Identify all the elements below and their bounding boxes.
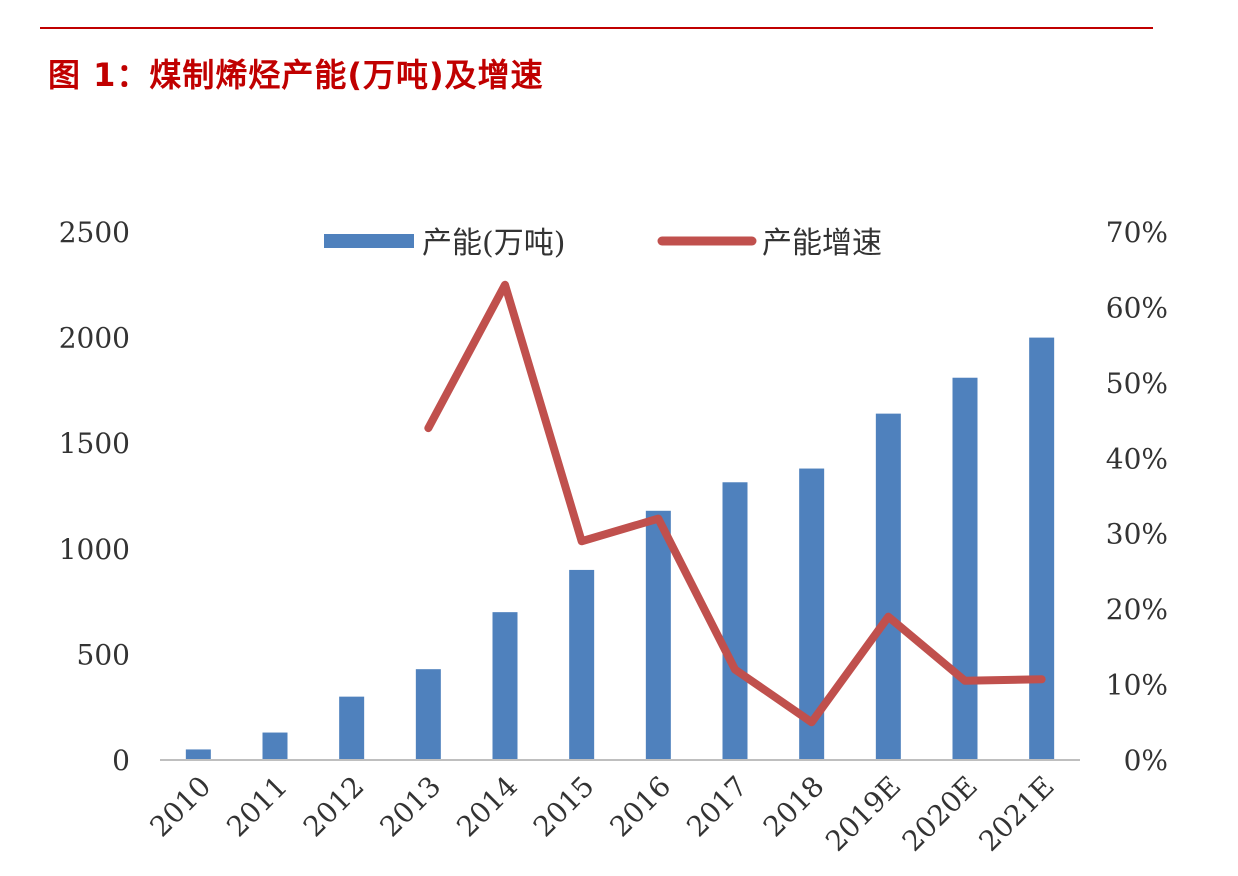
- top-rule: [40, 27, 1153, 29]
- bar-2019E: [875, 413, 901, 760]
- left-tick-label: 1500: [59, 427, 130, 460]
- growth-line-series: [424, 280, 1046, 727]
- x-tick-label: 2010: [144, 770, 218, 844]
- bar-2016: [645, 510, 671, 760]
- x-tick-label: 2013: [374, 770, 448, 844]
- x-tick-label: 2019E: [819, 770, 907, 858]
- bar-2013: [415, 669, 441, 760]
- x-tick-label: 2021E: [972, 770, 1060, 858]
- right-tick-label: 0%: [1124, 744, 1168, 777]
- left-axis-ticks: 0 500 1000 1500 2000 2500: [59, 216, 130, 777]
- bar-2010: [185, 749, 211, 760]
- bar-2015: [569, 569, 595, 760]
- x-tick-label: 2014: [450, 770, 524, 844]
- right-tick-label: 70%: [1106, 216, 1168, 249]
- bar-2014: [492, 612, 518, 760]
- legend-swatch-capacity: [324, 234, 414, 248]
- left-tick-label: 0: [112, 744, 130, 777]
- right-tick-label: 40%: [1106, 442, 1168, 475]
- x-axis-ticks: 2010 2011 2012 2013 2014 2015 2016 2017 20182019…: [144, 770, 1061, 858]
- left-tick-label: 2500: [59, 216, 130, 249]
- right-tick-label: 50%: [1106, 367, 1168, 400]
- bar-2012: [339, 696, 365, 760]
- left-tick-label: 2000: [59, 322, 130, 355]
- x-tick-label: 2018: [757, 770, 831, 844]
- left-tick-label: 1000: [59, 533, 130, 566]
- bar-2011: [262, 732, 288, 760]
- figure-title: 图 1：煤制烯烃产能(万吨)及增速: [48, 56, 544, 94]
- x-tick-label: 2017: [680, 770, 754, 844]
- right-tick-label: 30%: [1106, 518, 1168, 551]
- right-tick-label: 20%: [1106, 593, 1168, 626]
- left-tick-label: 500: [77, 638, 130, 671]
- x-tick-label: 2012: [297, 770, 371, 844]
- right-tick-label: 60%: [1106, 291, 1168, 324]
- x-tick-label: 2011: [220, 770, 294, 844]
- x-tick-label: 2015: [527, 770, 601, 844]
- legend-label-growth: 产能增速: [762, 226, 882, 261]
- right-axis-ticks: 0% 10% 20% 30% 40% 50% 60% 70%: [1106, 216, 1168, 777]
- legend: 产能(万吨) 产能增速: [324, 226, 882, 261]
- x-tick-label: 2020E: [896, 770, 984, 858]
- bar-2020E: [952, 377, 978, 760]
- x-tick-label: 2016: [604, 770, 678, 844]
- bar-2017: [722, 482, 748, 760]
- legend-label-capacity: 产能(万吨): [422, 226, 565, 261]
- bar-2021E: [1029, 337, 1055, 760]
- bar-series: [185, 337, 1055, 760]
- right-tick-label: 10%: [1106, 669, 1168, 702]
